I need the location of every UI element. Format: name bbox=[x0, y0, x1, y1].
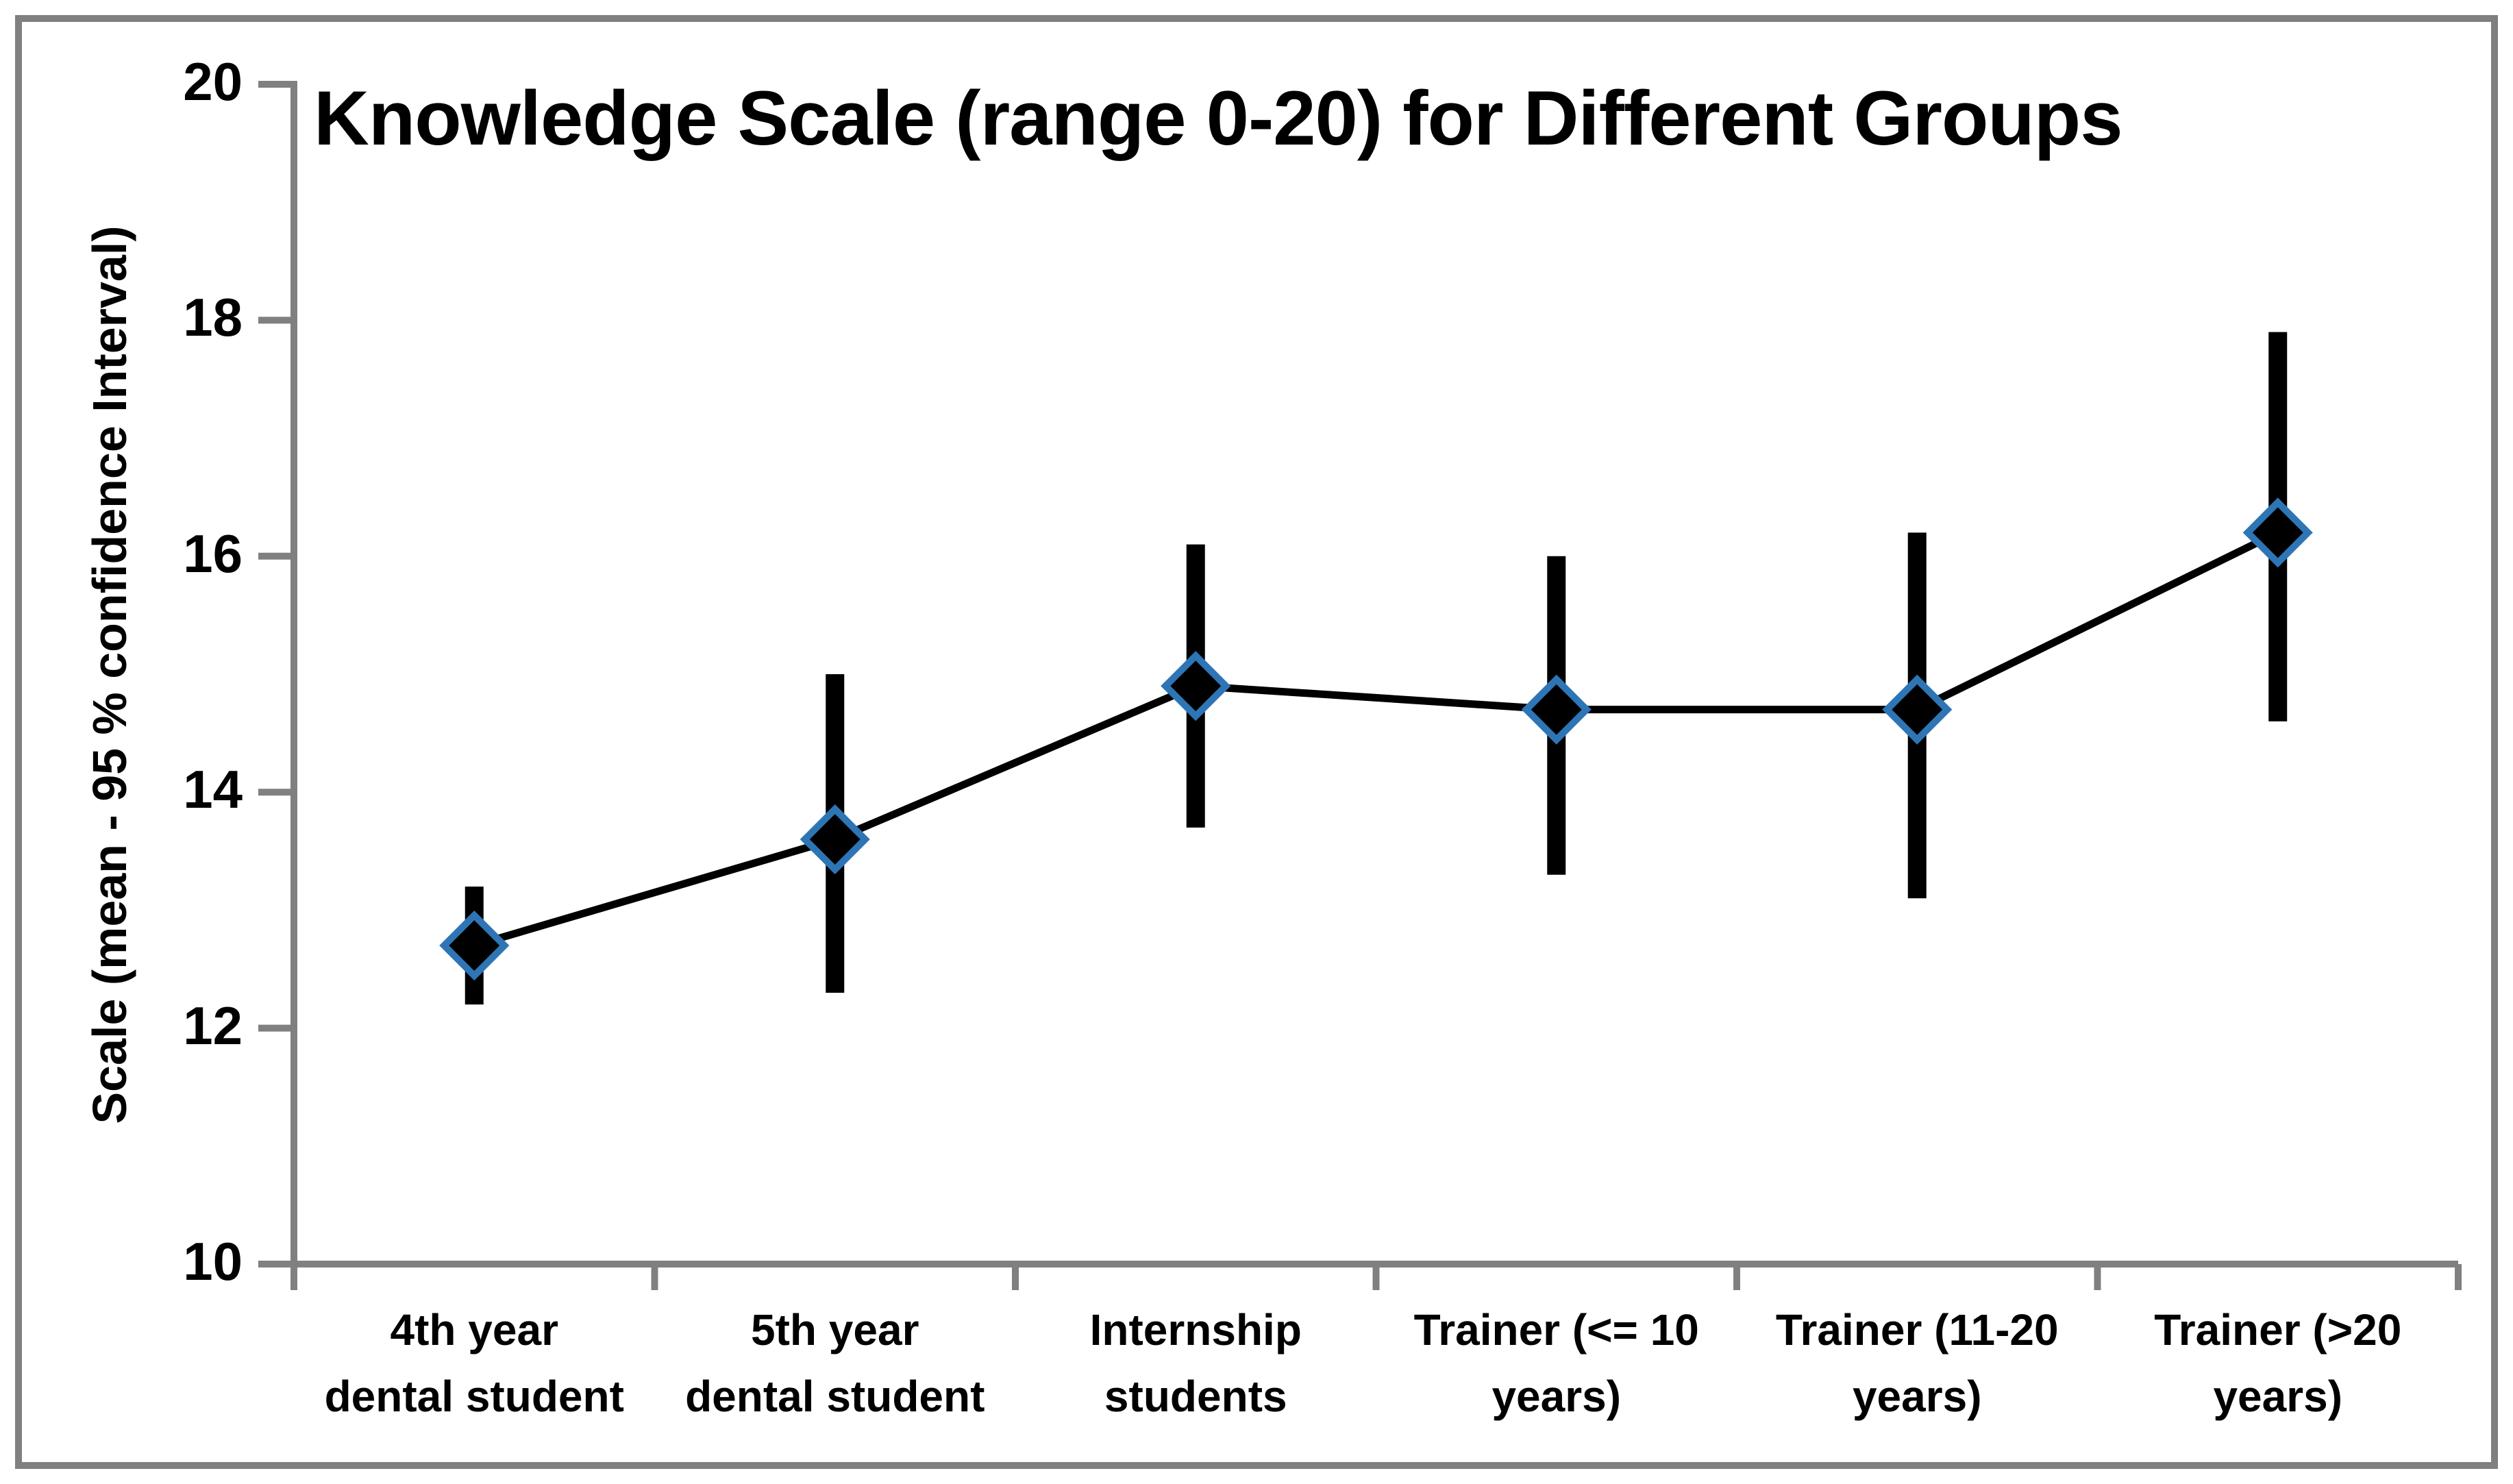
data-point-marker bbox=[1161, 651, 1231, 721]
x-category-label: Internship students bbox=[1004, 1297, 1387, 1430]
x-category-label-line: years) bbox=[1852, 1372, 1982, 1421]
data-point-marker bbox=[800, 804, 870, 875]
x-category-label-line: dental student bbox=[324, 1372, 624, 1421]
y-tick-label: 12 bbox=[183, 995, 243, 1056]
x-category-label-line: Trainer (11-20 bbox=[1775, 1305, 2059, 1355]
y-tick-label: 20 bbox=[183, 51, 243, 112]
x-category-label-line: dental student bbox=[685, 1372, 985, 1421]
x-category-label-line: Trainer (>20 bbox=[2154, 1305, 2402, 1355]
x-category-label-line: years) bbox=[1491, 1372, 1622, 1421]
data-point-marker bbox=[2242, 497, 2313, 568]
x-category-label: 4th year dental student bbox=[282, 1297, 666, 1430]
x-category-label: 5th year dental student bbox=[643, 1297, 1027, 1430]
x-category-label-line: Internship bbox=[1089, 1305, 1302, 1355]
x-category-label: Trainer (<= 10 years) bbox=[1365, 1297, 1748, 1430]
y-axis-label: Scale (mean - 95 % confidence Interval) bbox=[83, 225, 136, 1124]
y-tick-label: 18 bbox=[183, 287, 243, 348]
y-tick-label: 14 bbox=[183, 759, 243, 820]
x-category-label-line: students bbox=[1104, 1372, 1287, 1421]
chart-title: Knowledge Scale (range 0-20) for Differe… bbox=[314, 75, 2122, 161]
x-category-label-line: years) bbox=[2213, 1372, 2343, 1421]
x-category-label-line: 5th year bbox=[751, 1305, 919, 1355]
y-tick-label: 10 bbox=[183, 1231, 243, 1291]
x-category-label-line: Trainer (<= 10 bbox=[1413, 1305, 1699, 1355]
series-line bbox=[473, 529, 2280, 950]
y-tick-label: 16 bbox=[183, 523, 243, 584]
x-category-label-line: 4th year bbox=[390, 1305, 558, 1355]
data-point-marker bbox=[439, 910, 510, 981]
x-category-label: Trainer (>20 years) bbox=[2086, 1297, 2470, 1430]
data-point-marker bbox=[1521, 674, 1592, 745]
data-point-marker bbox=[1882, 674, 1953, 745]
x-category-label: Trainer (11-20 years) bbox=[1725, 1297, 2109, 1430]
